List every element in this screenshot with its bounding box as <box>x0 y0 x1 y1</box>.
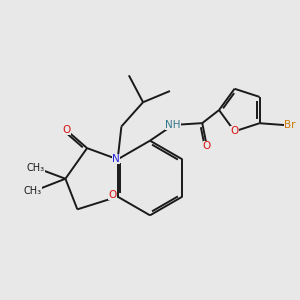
Text: O: O <box>230 126 239 136</box>
Text: CH₃: CH₃ <box>26 163 45 173</box>
Text: O: O <box>202 140 211 151</box>
Text: O: O <box>62 125 71 135</box>
Text: Br: Br <box>284 120 295 130</box>
Text: NH: NH <box>165 120 181 130</box>
Text: N: N <box>112 154 120 164</box>
Text: O: O <box>108 190 117 200</box>
Text: CH₃: CH₃ <box>24 186 42 196</box>
